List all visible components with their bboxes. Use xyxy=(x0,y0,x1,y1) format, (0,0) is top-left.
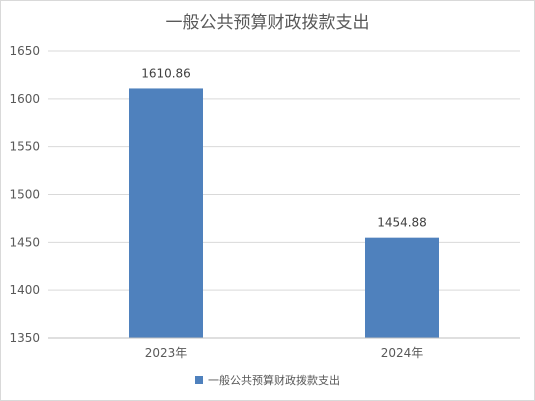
chart-title: 一般公共预算财政拨款支出 xyxy=(165,13,370,33)
legend-swatch xyxy=(195,376,203,384)
bar xyxy=(365,237,439,338)
y-tick-label: 1400 xyxy=(9,283,40,297)
legend: 一般公共预算财政拨款支出 xyxy=(0,372,535,388)
bar xyxy=(129,88,203,338)
data-label: 1454.88 xyxy=(377,216,427,230)
legend-label: 一般公共预算财政拨款支出 xyxy=(208,374,340,387)
y-tick-label: 1650 xyxy=(9,44,40,58)
x-tick-label: 2024年 xyxy=(381,346,424,360)
y-tick-label: 1500 xyxy=(9,188,40,202)
y-tick-label: 1450 xyxy=(9,235,40,249)
y-tick-label: 1550 xyxy=(9,140,40,154)
y-tick-label: 1350 xyxy=(9,331,40,345)
x-tick-label: 2023年 xyxy=(145,346,188,360)
data-label: 1610.86 xyxy=(141,66,191,80)
y-tick-label: 1600 xyxy=(9,92,40,106)
